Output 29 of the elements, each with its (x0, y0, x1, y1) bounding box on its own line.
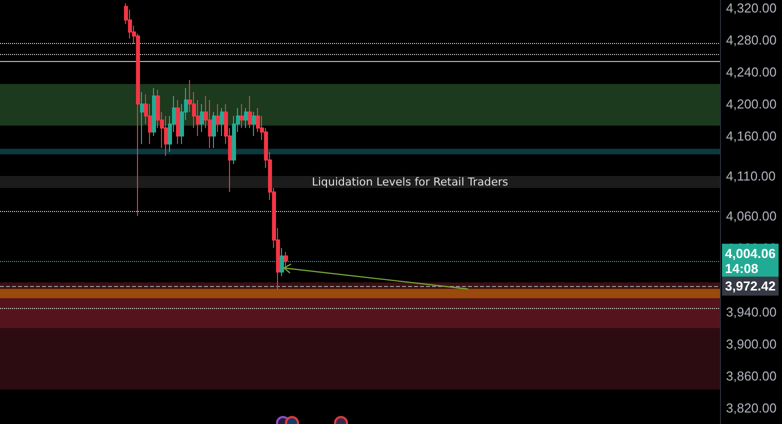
y-tick-label: 3,900.00 (726, 336, 777, 352)
candlestick (176, 100, 180, 144)
candlestick (220, 108, 224, 136)
y-tick-label: 4,240.00 (726, 64, 777, 80)
y-tick-label: 3,860.00 (726, 368, 777, 384)
candlestick (208, 100, 212, 148)
candlestick (284, 252, 288, 268)
y-tick-label: 3,820.00 (726, 400, 777, 416)
y-tick-label: 3,940.00 (726, 304, 777, 320)
y-tick-label: 4,280.00 (726, 32, 777, 48)
ref-line-label: 4,004.06 (725, 246, 776, 261)
y-tick-label: 4,110.00 (726, 168, 776, 184)
candlestick (212, 112, 216, 148)
band-label: Liquidation Levels for Retail Traders (312, 176, 508, 188)
text: 14:08 (725, 260, 758, 276)
y-tick-label: 4,200.00 (726, 96, 777, 112)
y-tick-label: 4,160.00 (726, 128, 777, 144)
y-tick-label: 4,320.00 (726, 0, 777, 16)
candlestick (240, 104, 244, 128)
candlestick (248, 96, 252, 128)
candlestick (152, 88, 156, 136)
candlestick (140, 92, 144, 144)
y-tick-label: 4,060.00 (726, 208, 777, 224)
candlestick (200, 104, 204, 132)
ref-line-label: 3,972.42 (725, 278, 776, 294)
candlestick (252, 112, 256, 136)
candlestick (164, 116, 168, 156)
candlestick (216, 104, 220, 132)
candlestick (244, 108, 248, 128)
